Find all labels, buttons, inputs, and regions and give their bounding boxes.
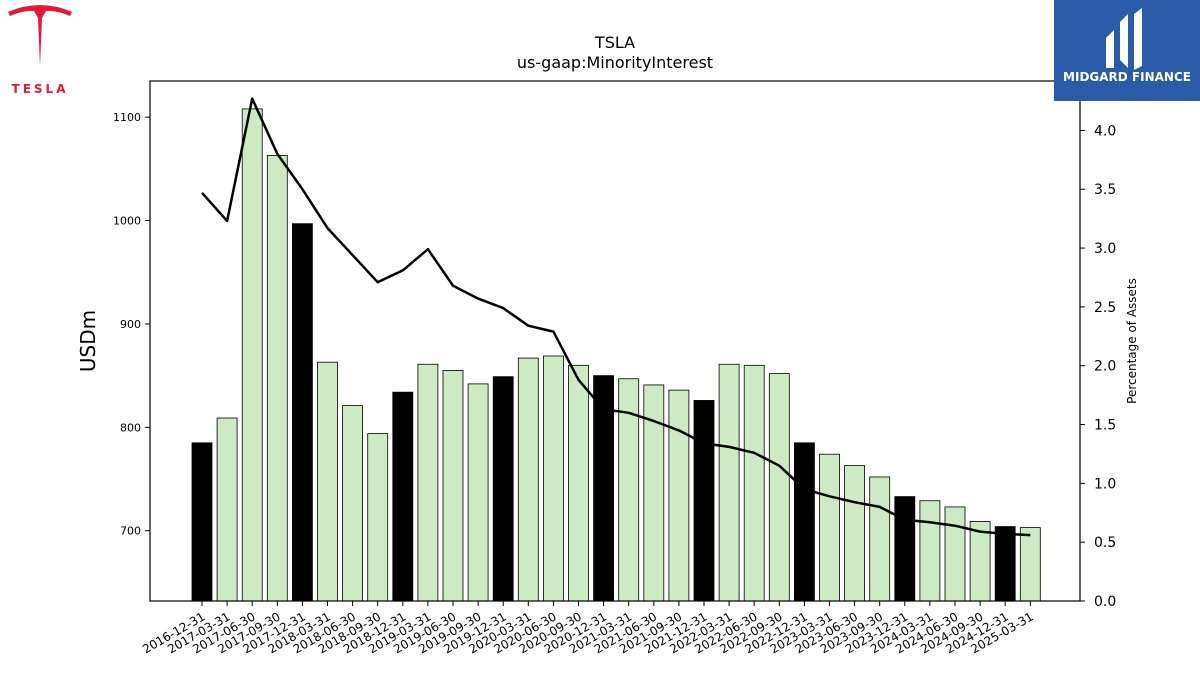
tesla-logo [0,0,80,100]
y2-tick-label: 0.0 [1094,594,1116,610]
y2-tick-label: 0.5 [1094,535,1116,551]
y2-axis-label: Percentage of Assets [1125,278,1139,404]
bar-2025-03-31 [1019,527,1041,602]
bar-2020-03-31 [517,357,539,602]
bar-2019-09-30 [467,383,489,602]
midgard-wordmark: MIDGARD FINANCE [1063,70,1191,84]
bar-2017-06-30 [241,108,263,602]
y-tick-label: 1000 [113,215,141,228]
bar-2017-03-31 [216,417,238,602]
tesla-t-icon [8,5,72,66]
bar-2019-12-31 [492,376,514,602]
bar-2018-12-31 [392,391,414,602]
y2-tick-label: 1.0 [1094,476,1116,492]
y2-tick-label: 2.5 [1094,300,1116,316]
y2-tick-label: 1.5 [1094,418,1116,434]
y-axis-label: USDm [76,310,100,372]
bar-2019-06-30 [442,370,464,602]
midgard-m-icon [1106,8,1142,70]
bar-2024-03-31 [919,500,941,602]
y-tick-label: 800 [120,421,141,434]
bar-2018-06-30 [342,405,364,602]
bar-2023-06-30 [844,465,865,602]
bar-2023-09-30 [869,476,891,602]
y2-tick-label: 3.5 [1094,182,1116,198]
bar-2021-12-31 [693,400,715,602]
bar-2023-12-31 [894,496,916,602]
y-tick-label: 1100 [113,111,141,124]
bar-2024-06-30 [944,506,966,602]
tesla-wordmark: TESLA [11,82,69,96]
bar-2021-06-30 [643,384,665,602]
bar-2023-03-31 [819,453,840,602]
chart-title: TSLA [594,33,635,52]
y-tick-label: 700 [120,525,141,538]
plot-frame [149,80,1081,602]
bar-2021-09-30 [668,389,690,602]
y2-tick-label: 3.0 [1094,241,1116,257]
bar-2018-03-31 [317,361,338,602]
bar-2017-12-31 [291,223,313,602]
y2-tick-label: 4.0 [1094,123,1116,139]
midgard-logo: MIDGARD FINANCE [1054,0,1200,101]
y-axis: 700 800 900 1000 1100 [113,111,150,538]
bar-2024-12-31 [994,526,1016,602]
bar-2020-09-30 [568,364,589,602]
percentage-line [201,97,1031,537]
bar-2022-09-30 [768,373,790,602]
bar-2018-09-30 [367,433,389,602]
bar-2019-03-31 [417,363,439,602]
bar-2016-12-31 [191,442,213,602]
x-axis: 2016-12-312017-03-312017-06-302017-09-30… [140,601,1036,656]
y-tick-label: 900 [120,318,141,331]
bar-group [191,108,1041,602]
bar-2022-06-30 [743,364,765,602]
bar-2020-06-30 [543,355,564,602]
bar-2022-12-31 [794,442,815,602]
y2-tick-label: 2.0 [1094,359,1116,375]
bar-2022-03-31 [718,363,740,602]
y2-axis: 0.0 0.5 1.0 1.5 2.0 2.5 3.0 3.5 4.0 [1080,123,1116,610]
chart-subtitle: us-gaap:MinorityInterest [517,53,713,72]
bar-2017-09-30 [266,155,288,602]
line-series [201,97,1031,537]
